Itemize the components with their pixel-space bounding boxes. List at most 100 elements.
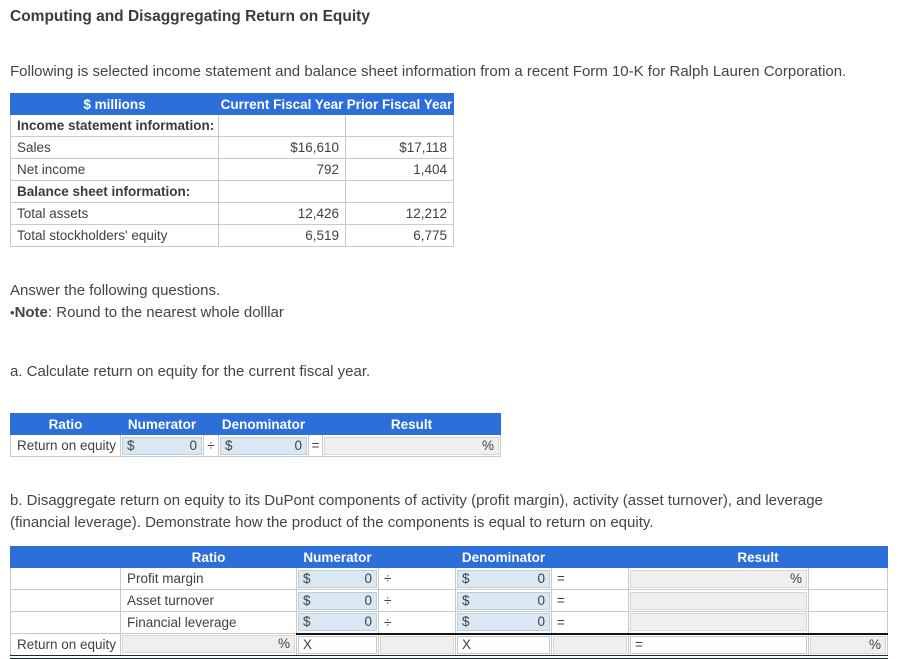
current-value: $16,610 [218,136,346,159]
part-b-header-row: Ratio Numerator Denominator Result [10,546,889,568]
part-a-prompt: a. Calculate return on equity for the cu… [10,363,371,380]
header-denominator: Denominator [218,413,309,435]
result-input[interactable]: % [630,569,807,588]
table-row: Net income 792 1,404 [10,158,454,181]
table-row: Balance sheet information: [10,180,454,203]
current-value: 12,426 [218,202,346,225]
page-title: Computing and Disaggregating Return on E… [10,8,370,25]
denominator-cell: $ 0 [218,434,309,457]
table-header-row: $ millions Current Fiscal Year Prior Fis… [10,93,454,115]
gap-cell [378,632,456,657]
numerator-value: 0 [364,592,372,608]
result-input[interactable]: % [324,436,499,455]
numerator-input[interactable]: $ 0 [298,613,377,632]
prior-value: 12,212 [345,202,454,225]
table-row: Total assets 12,426 12,212 [10,202,454,225]
header-result: Result [627,546,889,568]
result-cell: % [322,434,501,457]
times-sign: X [462,636,472,652]
percent-sign: % [277,636,290,652]
equals-sign: = [551,589,629,612]
result-input[interactable] [630,613,807,632]
numerator-input[interactable]: $ 0 [298,569,377,588]
denominator-input[interactable]: $ 0 [457,569,550,588]
note-text: : Round to the nearest whole dolllar [47,304,284,321]
spacer-cell [10,589,121,612]
result-cell [628,611,809,634]
dollar-sign: $ [127,437,135,453]
spacer-cell [10,611,121,634]
prior-value [345,180,454,203]
component-row: Financial leverage $ 0 ÷ $ 0 = [10,611,889,634]
note-line: •Note: Round to the nearest whole dollla… [10,302,887,324]
numerator-input[interactable]: $ 0 [298,591,377,610]
denominator-cell: $ 0 [455,589,552,612]
part-a-header-row: Ratio Numerator Denominator Result [10,413,501,435]
equals-sign: = [551,611,629,634]
numerator-cell: $ 0 [296,567,379,590]
gap-box [553,635,627,654]
divide-sign: ÷ [378,589,456,612]
dollar-sign: $ [303,592,311,608]
percent-sign: % [481,437,494,453]
times-sign: X [303,636,313,652]
roe-percent-input[interactable]: % [122,635,295,654]
row-label: Net income [10,158,219,181]
header-equals-spacer [551,546,629,568]
current-value: 792 [218,158,346,181]
current-value [218,114,346,137]
final-percent-box: % [810,635,887,654]
denominator-value: 0 [537,570,545,586]
denominator-input[interactable]: $ 0 [220,436,307,455]
header-prior-year: Prior Fiscal Year [345,93,454,115]
equals-sign: = [308,434,323,457]
numerator-cell: $ 0 [296,589,379,612]
prior-value: $17,118 [345,136,454,159]
row-label: Total stockholders' equity [10,224,219,247]
table-row: Sales $16,610 $17,118 [10,136,454,159]
header-millions: $ millions [10,93,219,115]
prior-value: 1,404 [345,158,454,181]
result-input[interactable] [630,591,807,610]
ratio-label: Return on equity [10,434,121,457]
header-divide-spacer [378,546,456,568]
component-row: Asset turnover $ 0 ÷ $ 0 = [10,589,889,612]
ratio-label: Asset turnover [120,589,297,612]
header-ratio: Ratio [120,546,297,568]
factor2-cell: X [455,632,552,657]
numerator-cell: $ 0 [296,611,379,634]
table-row: Income statement information: [10,114,454,137]
dollar-sign: $ [462,592,470,608]
numerator-input[interactable]: $ 0 [122,436,202,455]
factor2-input[interactable]: X [457,635,550,654]
row-label: Total assets [10,202,219,225]
dollar-sign: $ [462,570,470,586]
denominator-cell: $ 0 [455,611,552,634]
header-equals-spacer [308,413,323,435]
spacer-cell [807,567,889,590]
numerator-value: 0 [189,437,197,453]
header-denominator: Denominator [455,546,552,568]
gap-cell [551,632,629,657]
answer-prompt: Answer the following questions. [10,282,221,299]
note-bullet: • [10,305,15,320]
current-value: 6,519 [218,224,346,247]
denominator-input[interactable]: $ 0 [457,591,550,610]
row-label: Balance sheet information: [10,180,219,203]
roe-percent-cell: % [120,633,297,657]
denominator-value: 0 [537,614,545,630]
numerator-cell: $ 0 [120,434,204,457]
component-row: Profit margin $ 0 ÷ $ 0 = % [10,567,889,590]
denominator-input[interactable]: $ 0 [457,613,550,632]
factor1-input[interactable]: X [298,635,377,654]
current-value [218,180,346,203]
result-cell [628,589,809,612]
part-b-table: Ratio Numerator Denominator Result Profi… [10,546,889,659]
ratio-label: Return on equity [10,633,121,657]
header-numerator: Numerator [296,546,379,568]
total-result-input[interactable]: = [630,635,807,654]
dollar-sign: $ [303,614,311,630]
numerator-value: 0 [364,614,372,630]
equals-sign: = [635,636,643,652]
header-empty [10,546,121,568]
